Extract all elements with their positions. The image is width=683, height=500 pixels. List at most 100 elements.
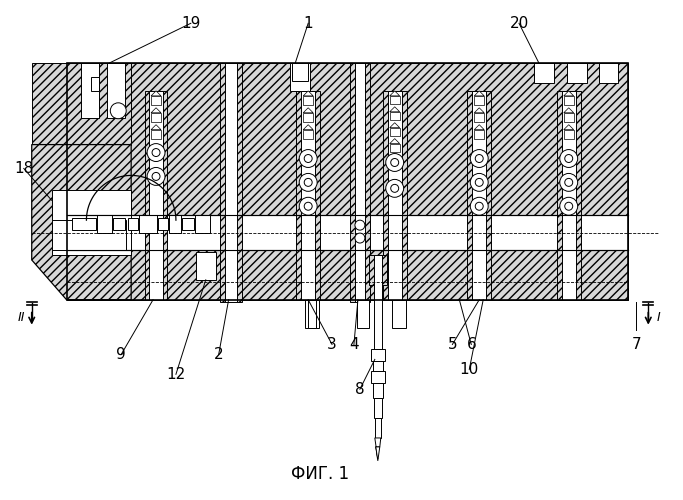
Bar — [371, 372, 385, 384]
Circle shape — [560, 174, 578, 192]
Text: 10: 10 — [460, 362, 479, 377]
Bar — [374, 398, 382, 418]
Text: I: I — [656, 311, 660, 324]
Polygon shape — [151, 124, 161, 130]
Circle shape — [304, 154, 312, 162]
Bar — [149, 91, 163, 300]
Bar — [296, 91, 320, 300]
Circle shape — [560, 150, 578, 168]
Bar — [98, 215, 112, 233]
Bar — [169, 215, 181, 233]
Circle shape — [391, 184, 399, 192]
Polygon shape — [474, 108, 484, 113]
Bar — [182, 218, 194, 230]
Bar — [390, 96, 400, 104]
Circle shape — [475, 178, 483, 186]
Text: 9: 9 — [116, 347, 126, 362]
Text: 6: 6 — [466, 337, 476, 352]
Bar — [196, 252, 216, 280]
Polygon shape — [376, 447, 380, 461]
Bar — [92, 77, 99, 91]
Polygon shape — [390, 138, 400, 143]
Bar — [390, 144, 400, 152]
Circle shape — [299, 150, 317, 168]
Circle shape — [304, 178, 312, 186]
Circle shape — [304, 202, 312, 210]
Polygon shape — [474, 91, 484, 96]
Circle shape — [299, 198, 317, 215]
Text: 4: 4 — [349, 337, 359, 352]
Polygon shape — [303, 91, 313, 96]
Circle shape — [110, 103, 126, 118]
Text: 2: 2 — [214, 347, 223, 362]
Bar — [374, 255, 382, 350]
Bar — [382, 91, 406, 300]
Bar — [474, 113, 484, 122]
Bar — [113, 218, 125, 230]
Bar — [567, 63, 587, 83]
Bar — [308, 300, 316, 328]
Bar — [52, 190, 131, 255]
Bar — [474, 130, 484, 138]
Bar — [151, 96, 161, 105]
Bar — [225, 63, 236, 302]
Polygon shape — [563, 108, 574, 113]
Circle shape — [471, 198, 488, 215]
Circle shape — [560, 198, 578, 215]
Bar — [350, 63, 370, 302]
Polygon shape — [31, 144, 131, 300]
Bar — [373, 384, 382, 398]
Text: 3: 3 — [327, 337, 337, 352]
Text: 7: 7 — [632, 337, 641, 352]
Polygon shape — [303, 124, 313, 130]
Polygon shape — [563, 91, 574, 96]
Bar — [472, 91, 486, 300]
Text: 8: 8 — [355, 382, 365, 396]
Circle shape — [299, 174, 317, 192]
Polygon shape — [303, 108, 313, 113]
Bar — [66, 215, 628, 250]
Bar — [534, 63, 554, 83]
Bar — [563, 130, 574, 138]
Polygon shape — [151, 91, 161, 96]
Circle shape — [565, 178, 573, 186]
Circle shape — [475, 154, 483, 162]
Bar — [369, 255, 387, 285]
Circle shape — [391, 158, 399, 166]
Bar — [145, 91, 167, 300]
Bar — [52, 220, 126, 250]
Bar — [128, 218, 138, 230]
Bar — [388, 91, 402, 300]
Text: 18: 18 — [14, 161, 33, 176]
Bar — [107, 63, 125, 118]
Circle shape — [355, 220, 365, 230]
Bar — [66, 63, 628, 300]
Polygon shape — [375, 438, 381, 459]
Bar — [290, 63, 310, 91]
Bar — [139, 215, 157, 233]
Bar — [292, 63, 308, 81]
Text: 1: 1 — [303, 16, 313, 31]
Circle shape — [565, 202, 573, 210]
Circle shape — [471, 174, 488, 192]
Circle shape — [355, 233, 365, 243]
Bar — [557, 91, 581, 300]
Polygon shape — [390, 122, 400, 128]
Bar — [562, 91, 576, 300]
Bar — [305, 300, 319, 328]
Bar — [195, 215, 210, 233]
Circle shape — [475, 202, 483, 210]
Circle shape — [565, 154, 573, 162]
Circle shape — [386, 180, 404, 198]
Bar — [467, 91, 491, 300]
Bar — [390, 128, 400, 136]
Bar — [390, 112, 400, 120]
Bar — [303, 130, 313, 138]
Bar — [563, 113, 574, 122]
Bar — [151, 113, 161, 122]
Circle shape — [147, 144, 165, 162]
Text: 12: 12 — [166, 367, 186, 382]
Polygon shape — [474, 124, 484, 130]
Bar — [31, 63, 131, 144]
Bar — [303, 96, 313, 105]
